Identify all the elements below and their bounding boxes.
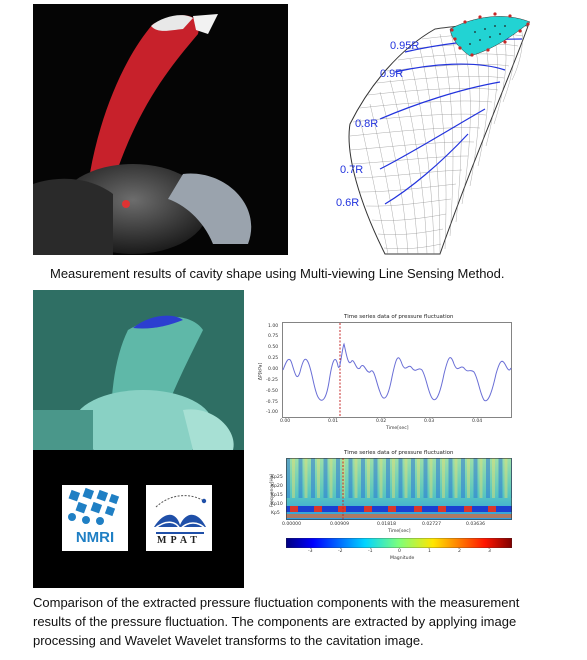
colorbar-tick: -3 [308,549,313,554]
time-ytick: 1.00 [268,324,279,329]
time-ytick: 0.50 [268,345,279,350]
wavelet-xlabel: Time[sec] [388,529,411,534]
colorbar-tick: 1 [428,549,431,554]
bottom-caption-line-1: Comparison of the extracted pressure flu… [33,595,520,610]
wavelet-xtick: 0.02727 [422,522,441,527]
propeller-photo-illustration [33,14,252,255]
radius-label-06: 0.6R [336,197,360,209]
wavelet-plot: Time series data of pressure fluctuation… [258,450,520,568]
cavity-shape-diagram: 0.95R 0.9R 0.8R 0.7R 0.6R [290,4,547,255]
time-series-plot: Time series data of pressure fluctuation… [258,314,520,434]
cavitation-image [33,290,244,450]
time-ytick: -0.25 [266,378,278,383]
nmri-logo: NMRI [62,485,128,551]
colorbar-tick: -2 [338,549,343,554]
time-series-ylabel: ΔP[kPa] [258,362,264,381]
wavelet-ytick: Kp25 [271,475,283,480]
wavelet-scalogram [286,458,512,520]
colorbar-label: Magnitude [390,556,415,561]
radius-label-07: 0.7R [340,164,364,176]
wavelet-ytick: Kp20 [271,484,283,489]
colorbar-tick: -1 [368,549,373,554]
bottom-caption-line-3: processing and Wavelet Wavelet transform… [33,633,424,648]
time-xtick: 0.01 [328,419,339,424]
radius-label-09: 0.9R [380,68,404,80]
time-xtick: 0.02 [376,419,387,424]
blade-mesh [348,12,531,255]
time-ytick: 0.25 [268,356,279,361]
mpat-logo-mark [153,495,207,534]
time-ytick: 0.75 [268,334,279,339]
wavelet-title: Time series data of pressure fluctuation [344,450,454,456]
wavelet-xtick: 0.00909 [330,522,349,527]
time-ytick: -1.00 [266,410,278,415]
radius-label-08: 0.8R [355,118,379,130]
wavelet-ytick: Kp15 [271,493,283,498]
wavelet-xtick: 0.01818 [377,522,396,527]
wavelet-xtick: 0.00000 [282,522,301,527]
logo-panel: NMRI MPAT [33,450,244,588]
time-series-xlabel: Time[sec] [386,426,409,431]
propeller-photo [33,4,288,255]
bottom-caption-line-2: results of the pressure fluctuation. The… [33,614,517,629]
time-ytick: 0.00 [268,367,279,372]
mpat-logo: MPAT [146,485,212,551]
time-ytick: -0.50 [266,389,278,394]
wavelet-xtick: 0.03636 [466,522,485,527]
wavelet-ytick: Kp10 [271,502,283,507]
colorbar [286,538,512,548]
time-xtick: 0.00 [280,419,291,424]
wavelet-ytick: Kp5 [271,511,280,516]
top-caption: Measurement results of cavity shape usin… [50,266,505,281]
nmri-logo-mark [68,487,120,525]
cavitation-image-illustration [33,290,244,450]
colorbar-tick: 0 [398,549,401,554]
nmri-logo-text: NMRI [75,529,115,546]
colorbar-tick: 3 [488,549,491,554]
radius-label-095: 0.95R [390,40,420,52]
time-xtick: 0.04 [472,419,483,424]
time-xtick: 0.03 [424,419,435,424]
time-series-title: Time series data of pressure fluctuation [344,314,454,320]
mpat-logo-text: MPAT [157,535,201,546]
time-ytick: -0.75 [266,400,278,405]
colorbar-tick: 2 [458,549,461,554]
time-series-axes [282,322,512,418]
